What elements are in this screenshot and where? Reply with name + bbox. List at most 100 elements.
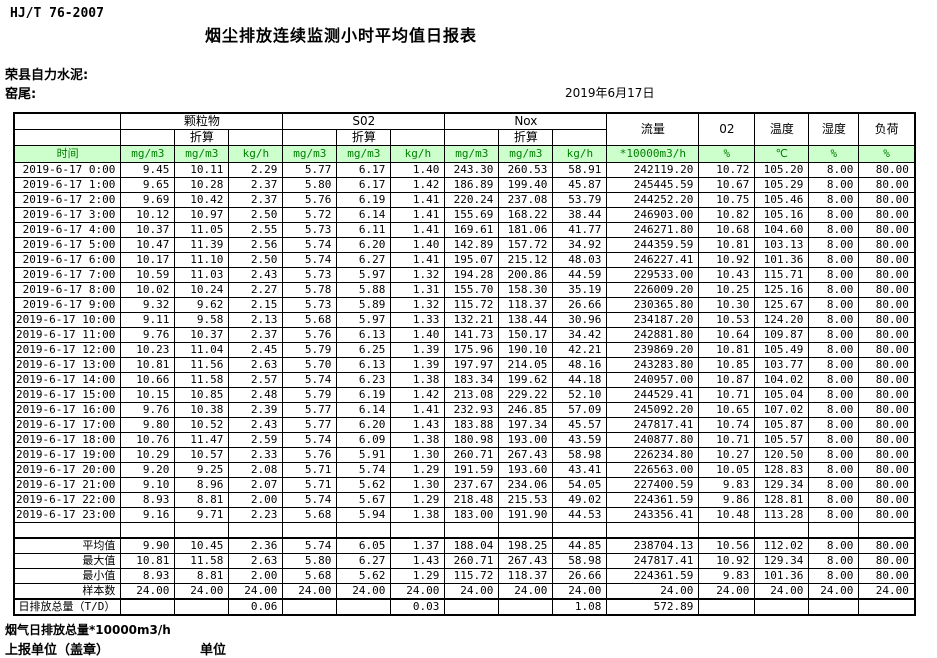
value-cell: 245092.20 bbox=[606, 402, 700, 418]
value-cell: 267.43 bbox=[498, 447, 554, 463]
value-cell: 5.78 bbox=[282, 282, 338, 298]
value-cell bbox=[174, 598, 230, 616]
value-cell: 24.00 bbox=[698, 583, 756, 600]
value-cell: 5.67 bbox=[336, 492, 392, 508]
value-cell: 10.76 bbox=[120, 432, 176, 448]
data-row: 2019-6-17 20:00 9.20 9.25 2.08 5.71 5.74 1.29 1… bbox=[13, 462, 916, 478]
converted-label: 折算 bbox=[336, 129, 392, 146]
value-cell: 9.25 bbox=[174, 462, 230, 478]
value-cell: 8.96 bbox=[174, 477, 230, 493]
value-cell: 8.00 bbox=[808, 492, 860, 508]
value-cell: 246271.80 bbox=[606, 222, 700, 238]
value-cell: 109.87 bbox=[754, 327, 810, 343]
time-cell: 2019-6-17 5:00 bbox=[13, 237, 122, 253]
monitor-point: 窑尾: bbox=[5, 87, 37, 102]
value-cell: 10.72 bbox=[698, 162, 756, 178]
data-row: 2019-6-17 9:00 9.32 9.62 2.15 5.73 5.89 1.32 11… bbox=[13, 297, 916, 313]
value-cell: 5.72 bbox=[282, 207, 338, 223]
value-cell: 5.76 bbox=[282, 327, 338, 343]
unit-cell: mg/m3 bbox=[444, 145, 500, 163]
value-cell: 239869.20 bbox=[606, 342, 700, 358]
time-cell: 2019-6-17 22:00 bbox=[13, 492, 122, 508]
time-cell: 2019-6-17 8:00 bbox=[13, 282, 122, 298]
value-cell: 2.43 bbox=[228, 267, 284, 283]
value-cell: 10.59 bbox=[120, 267, 176, 283]
value-cell: 103.77 bbox=[754, 357, 810, 373]
empty-cell bbox=[390, 129, 446, 146]
value-cell: 128.81 bbox=[754, 492, 810, 508]
value-cell: 5.73 bbox=[282, 267, 338, 283]
data-row: 2019-6-17 10:00 9.11 9.58 2.13 5.68 5.97 1.33 1… bbox=[13, 312, 916, 328]
value-cell bbox=[698, 598, 756, 616]
value-cell: 243356.41 bbox=[606, 507, 700, 523]
page-title: 烟尘排放连续监测小时平均值日报表 bbox=[205, 26, 478, 45]
data-row: 2019-6-17 4:00 10.37 11.05 2.55 5.73 6.11 1.41… bbox=[13, 222, 916, 238]
value-cell: 229.22 bbox=[498, 387, 554, 403]
value-cell: 226563.00 bbox=[606, 462, 700, 478]
summary-row: 最大值 10.81 11.58 2.63 5.80 6.27 1.43 260.71 267.4… bbox=[13, 553, 916, 569]
value-cell: 8.93 bbox=[120, 492, 176, 508]
value-cell: 244359.59 bbox=[606, 237, 700, 253]
value-cell: 9.10 bbox=[120, 477, 176, 493]
value-cell: 5.74 bbox=[282, 492, 338, 508]
value-cell: 124.20 bbox=[754, 312, 810, 328]
value-cell: 1.38 bbox=[390, 432, 446, 448]
value-cell bbox=[808, 598, 860, 616]
value-cell: 24.00 bbox=[858, 583, 916, 600]
value-cell: 10.92 bbox=[698, 553, 756, 569]
value-cell: 1.42 bbox=[390, 387, 446, 403]
unit-cell: kg/h bbox=[228, 145, 284, 163]
value-cell: 80.00 bbox=[858, 222, 916, 238]
value-cell: 120.50 bbox=[754, 447, 810, 463]
value-cell: 227400.59 bbox=[606, 477, 700, 493]
value-cell: 80.00 bbox=[858, 387, 916, 403]
value-cell: 10.37 bbox=[174, 327, 230, 343]
value-cell: 194.28 bbox=[444, 267, 500, 283]
unit-cell: mg/m3 bbox=[498, 145, 554, 163]
value-cell: 129.34 bbox=[754, 553, 810, 569]
empty-cell bbox=[390, 522, 446, 539]
value-cell: 190.10 bbox=[498, 342, 554, 358]
value-cell: 6.13 bbox=[336, 357, 392, 373]
value-cell: 80.00 bbox=[858, 357, 916, 373]
empty-cell bbox=[13, 522, 122, 539]
value-cell: 246903.00 bbox=[606, 207, 700, 223]
value-cell: 24.00 bbox=[444, 583, 500, 600]
value-cell: 6.20 bbox=[336, 417, 392, 433]
value-cell: 8.00 bbox=[808, 387, 860, 403]
empty-cell bbox=[174, 522, 230, 539]
summary-label: 最大值 bbox=[13, 553, 122, 569]
value-cell: 44.59 bbox=[552, 267, 608, 283]
corner-cell bbox=[13, 112, 122, 130]
value-cell: 9.62 bbox=[174, 297, 230, 313]
value-cell: 1.41 bbox=[390, 192, 446, 208]
value-cell: 240957.00 bbox=[606, 372, 700, 388]
value-cell: 237.08 bbox=[498, 192, 554, 208]
value-cell: 260.71 bbox=[444, 447, 500, 463]
data-row: 2019-6-17 17:00 9.80 10.52 2.43 5.77 6.20 1.43… bbox=[13, 417, 916, 433]
value-cell: 226234.80 bbox=[606, 447, 700, 463]
value-cell: 10.37 bbox=[120, 222, 176, 238]
value-cell: 80.00 bbox=[858, 507, 916, 523]
value-cell: 8.00 bbox=[808, 447, 860, 463]
value-cell: 80.00 bbox=[858, 537, 916, 554]
value-cell: 10.74 bbox=[698, 417, 756, 433]
unit-cell: kg/h bbox=[552, 145, 608, 163]
value-cell: 2.33 bbox=[228, 447, 284, 463]
value-cell: 118.37 bbox=[498, 568, 554, 584]
value-cell: 101.36 bbox=[754, 568, 810, 584]
empty-cell bbox=[858, 522, 916, 539]
converted-label: 折算 bbox=[174, 129, 230, 146]
value-cell: 5.76 bbox=[282, 447, 338, 463]
unit-cell: *10000m3/h bbox=[606, 145, 700, 163]
value-cell: 186.89 bbox=[444, 177, 500, 193]
data-row: 2019-6-17 0:00 9.45 10.11 2.29 5.77 6.17 1.40 2… bbox=[13, 162, 916, 178]
value-cell: 132.21 bbox=[444, 312, 500, 328]
value-cell: 220.24 bbox=[444, 192, 500, 208]
value-cell: 1.41 bbox=[390, 222, 446, 238]
value-cell: 80.00 bbox=[858, 252, 916, 268]
time-cell: 2019-6-17 14:00 bbox=[13, 372, 122, 388]
summary-label: 最小值 bbox=[13, 568, 122, 584]
value-cell: 138.44 bbox=[498, 312, 554, 328]
